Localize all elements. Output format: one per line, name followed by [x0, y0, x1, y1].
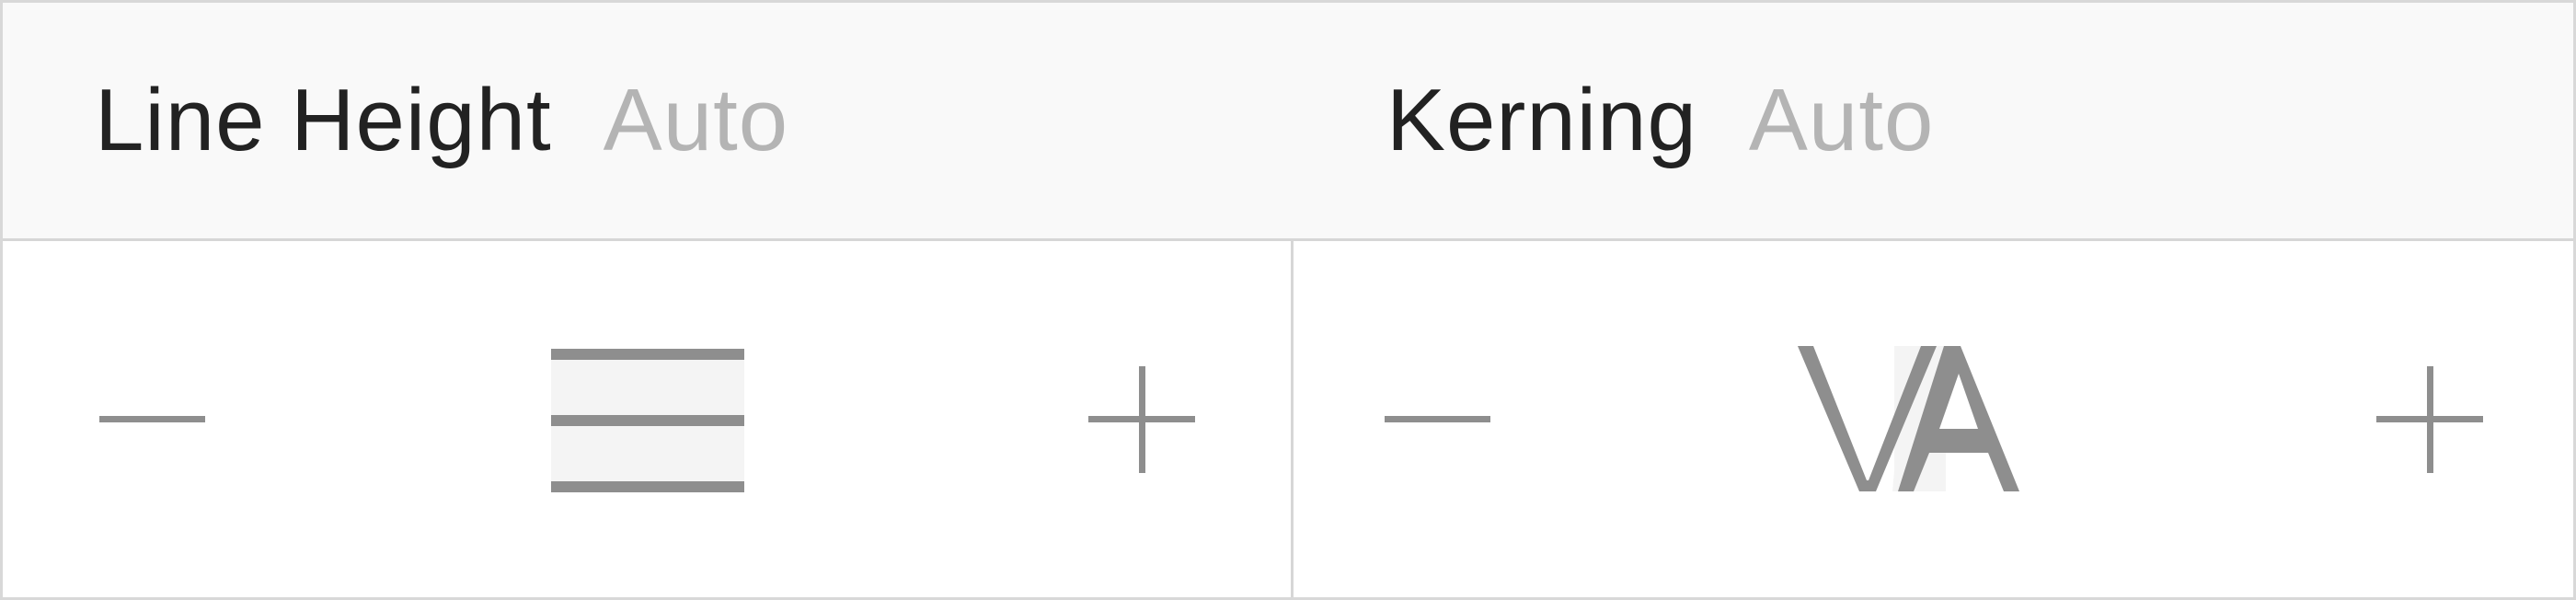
minus-icon: [99, 416, 205, 422]
vertical-divider: [1291, 241, 1294, 597]
kerning-control: [1294, 241, 2573, 597]
line-height-label: Line Height: [95, 71, 552, 169]
panel-header: Line Height Auto Kerning Auto: [3, 3, 2573, 241]
kerning-header: Kerning Auto: [1386, 3, 1934, 238]
plus-icon: [2376, 366, 2483, 473]
kerning-label: Kerning: [1386, 71, 1697, 169]
line-height-decrease-button[interactable]: [49, 241, 251, 597]
kerning-value: Auto: [1748, 71, 1935, 169]
line-height-value: Auto: [603, 71, 789, 169]
line-height-increase-button[interactable]: [1041, 241, 1243, 597]
plus-icon: [1088, 366, 1195, 473]
kerning-increase-button[interactable]: [2329, 241, 2531, 597]
kerning-va-icon: [1788, 241, 2091, 597]
kerning-decrease-button[interactable]: [1334, 241, 1536, 597]
line-height-header: Line Height Auto: [95, 3, 788, 238]
line-height-icon: [546, 241, 748, 597]
minus-icon: [1385, 416, 1490, 422]
line-height-control: [3, 241, 1291, 597]
